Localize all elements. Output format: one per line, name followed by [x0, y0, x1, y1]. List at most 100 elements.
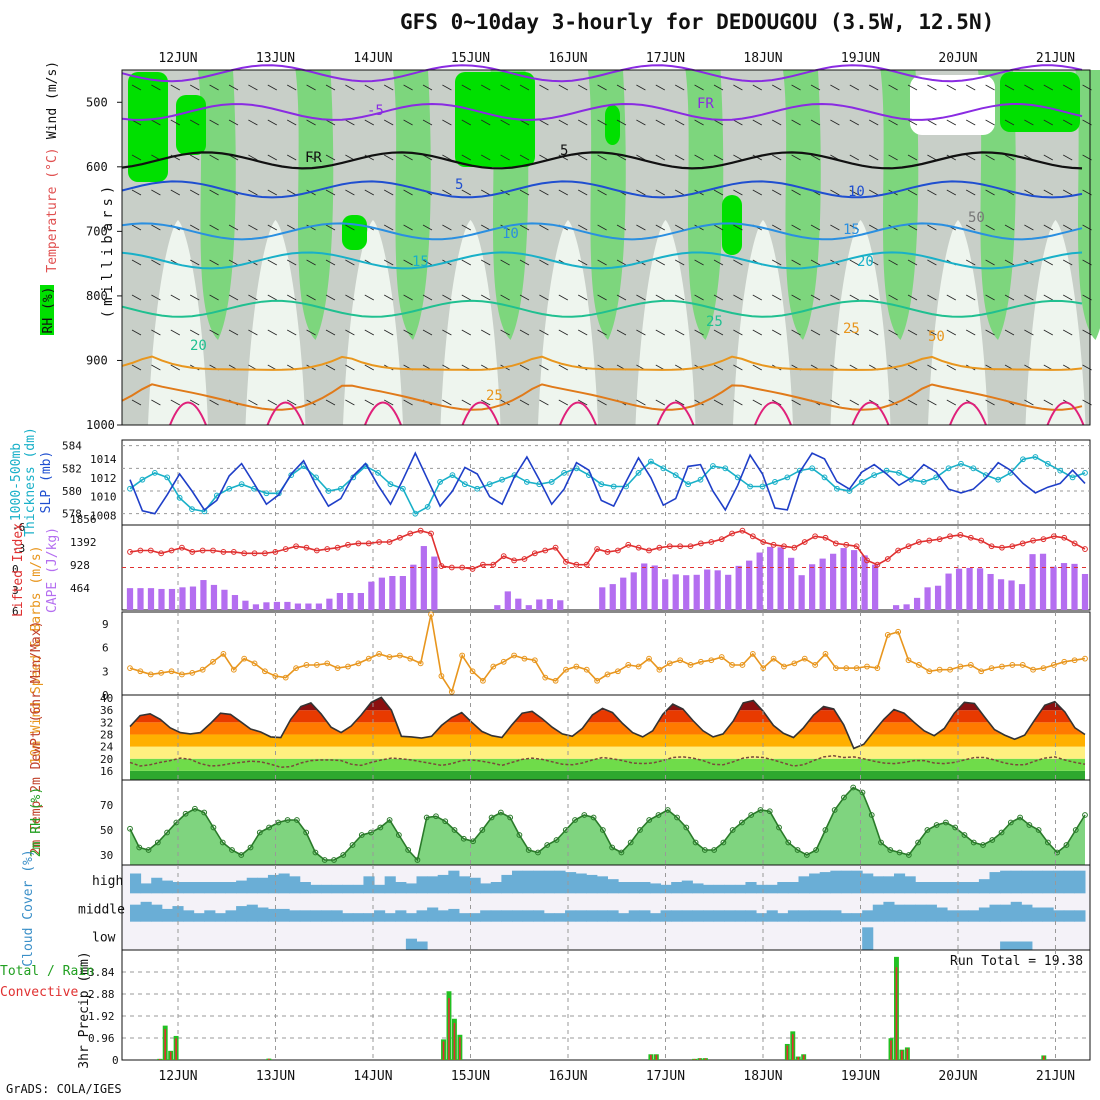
thickness-series-point	[548, 479, 555, 485]
cape-bar	[189, 586, 197, 610]
lifted-index-series-point	[303, 544, 310, 551]
cloud-cell	[331, 884, 343, 894]
lifted-index-series-point	[895, 547, 902, 554]
cloud-cell	[957, 910, 969, 922]
rh-series-point	[618, 849, 625, 856]
rh-series-point	[803, 852, 810, 858]
high-rh-patch	[1000, 72, 1080, 132]
lifted-index-series-point	[272, 549, 279, 555]
temp-tick-label: 16	[100, 765, 113, 778]
lifted-index-series-point	[407, 530, 414, 537]
contour-label: 20	[857, 254, 874, 270]
moist-column	[783, 70, 821, 340]
cloud-cell	[777, 913, 789, 922]
legend-rh: RH (%)	[41, 287, 56, 334]
cape-bar	[630, 572, 637, 610]
cloud-cell	[1021, 941, 1033, 950]
high-rh-patch	[605, 105, 620, 145]
lifted-index-series-point	[241, 550, 248, 557]
thickness-series-point	[821, 474, 828, 481]
cloud-cell	[798, 910, 810, 922]
rh-series-point	[164, 829, 170, 836]
cape-bar	[357, 593, 364, 610]
rh-series-point	[229, 847, 235, 853]
thickness-series-point	[139, 476, 146, 483]
cape-label: CAPE (J/kg)	[45, 527, 60, 613]
cape-bar	[305, 603, 312, 610]
wind-speed-series-point	[895, 628, 902, 635]
temp-tick-label: 20	[100, 753, 113, 766]
cape-bar	[315, 603, 323, 610]
precip-tick-label: 2.88	[88, 988, 115, 1001]
cloud-cell	[236, 906, 248, 922]
rh-tick-label: 50	[100, 824, 113, 837]
isotherm-line	[121, 151, 1083, 170]
cape-bar	[913, 597, 921, 610]
thickness-series-point	[313, 474, 319, 481]
thickness-series-point	[635, 469, 642, 476]
cape-bar	[735, 565, 742, 610]
cloud-cell	[448, 908, 460, 922]
cloud-cell	[363, 876, 375, 894]
cape-bar	[273, 601, 281, 610]
cloud-cell	[618, 913, 630, 922]
dry-column	[148, 220, 208, 425]
cloud-cell	[883, 876, 895, 894]
rh-series-point	[377, 824, 384, 831]
lifted-index-series-point	[1071, 540, 1078, 547]
cape-tick-label: 1856	[70, 513, 97, 526]
thickness-series-point	[610, 483, 617, 490]
lifted-index-series-point	[760, 539, 767, 545]
lifted-index-series-point	[656, 544, 663, 551]
cape-bar	[746, 560, 753, 610]
thickness-label-sub: 1000-500mb	[9, 443, 24, 521]
rh-series-point	[479, 827, 486, 833]
precip-convective-bar	[1042, 1055, 1045, 1060]
wind-tick-label: 0	[102, 689, 109, 702]
lifted-index-series-point	[1009, 543, 1016, 550]
lifted-index-series-point	[376, 539, 383, 545]
rh-series-point	[878, 839, 884, 846]
cape-bar	[704, 569, 711, 610]
lifted-index-series-point	[469, 566, 476, 572]
cape-bar	[662, 579, 669, 610]
slp-series	[129, 451, 1086, 515]
thickness-series-point	[1020, 456, 1026, 463]
date-label-bottom: 20JUN	[938, 1069, 977, 1084]
lifted-index-series-point	[853, 543, 860, 550]
cloud-cell	[480, 883, 492, 894]
wind-speed-series-point	[698, 658, 704, 665]
lifted-index-series-point	[293, 543, 299, 550]
hot-core-contour	[266, 401, 305, 426]
wind-speed-series-point	[687, 662, 694, 668]
cloud-cell	[204, 910, 216, 922]
rh-series-point	[1026, 822, 1033, 828]
lifted-index-series-point	[511, 557, 517, 564]
cloud-cell	[925, 882, 937, 894]
cloud-cell	[862, 910, 874, 922]
lifted-index-series-point	[936, 536, 943, 543]
contour-label: -5	[367, 103, 384, 119]
cloud-cell	[660, 884, 672, 894]
cloud-cell	[671, 910, 683, 922]
cloud-cell	[458, 913, 471, 922]
lifted-index-series-point	[978, 537, 985, 544]
cloud-cell	[840, 870, 853, 894]
cloud-cell	[915, 904, 927, 922]
lifted-index-series-point	[573, 561, 580, 568]
cape-bar	[242, 600, 249, 610]
cape-bar	[1029, 554, 1036, 610]
wind-speed-series-point	[179, 671, 185, 678]
cloud-cell	[427, 876, 439, 894]
rh-series-point	[850, 784, 857, 791]
thickness-series-point	[523, 479, 530, 485]
wind-speed-series-point	[916, 662, 922, 668]
rh-series-point	[887, 847, 894, 853]
isotherm-line	[121, 222, 1083, 241]
slp-tick-label: 1014	[90, 453, 117, 466]
dry-column	[928, 220, 988, 425]
cloud-cell	[1042, 870, 1054, 894]
wind-speed-series-point	[428, 611, 434, 618]
lifted-index-series-point	[926, 537, 933, 544]
rh-series-point	[414, 857, 421, 863]
